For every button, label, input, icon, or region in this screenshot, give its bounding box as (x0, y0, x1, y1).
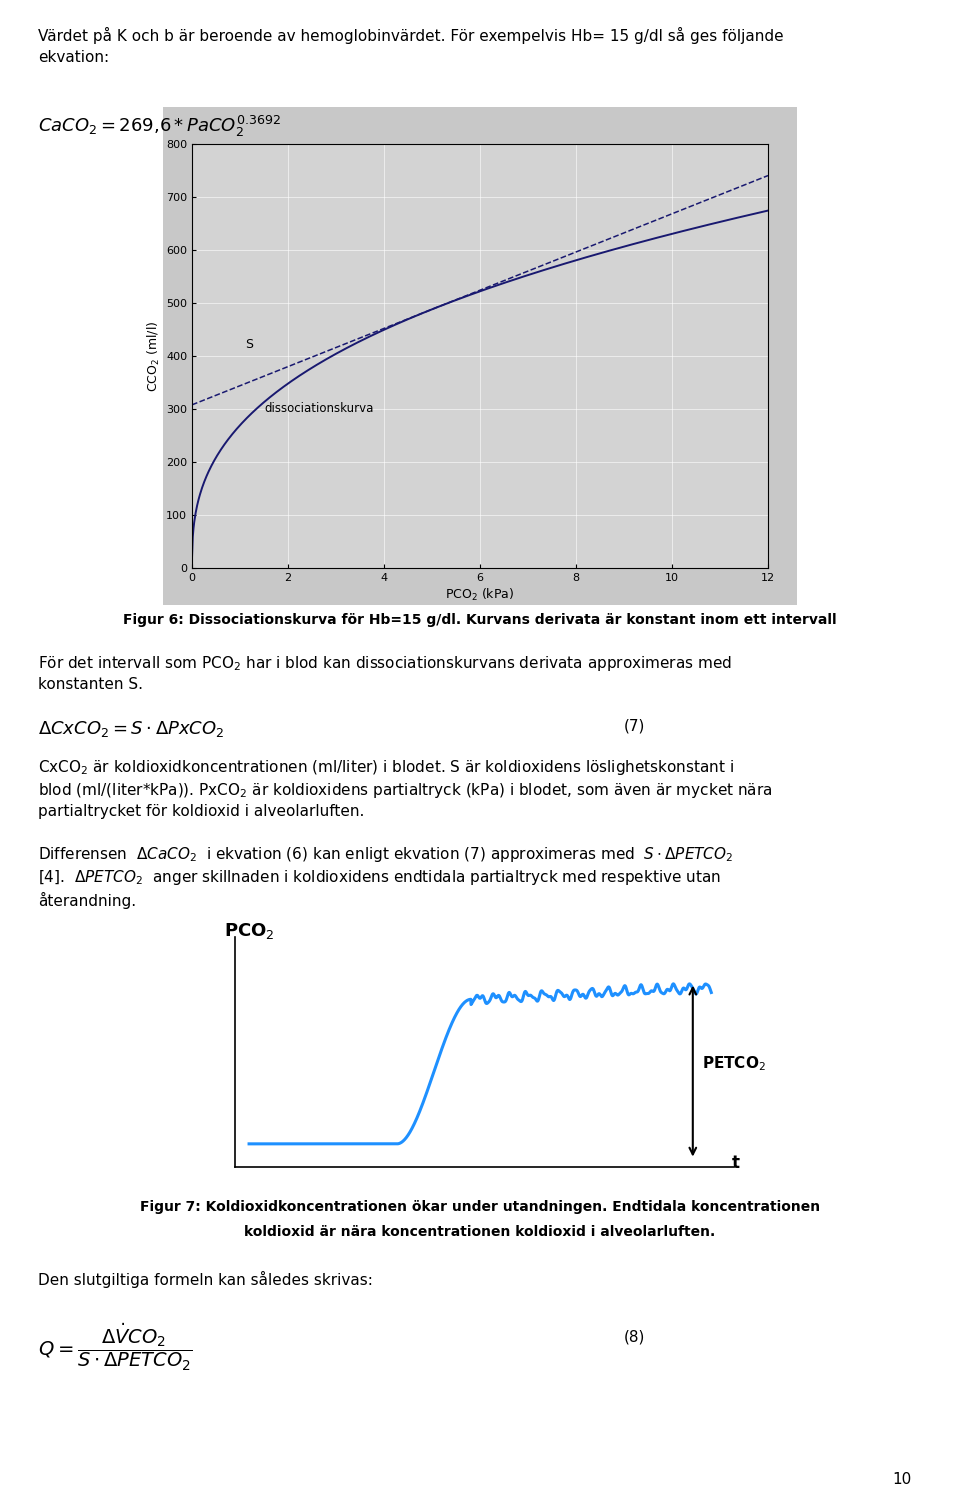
Text: blod (ml/(liter*kPa)). PxCO$_2$ är koldioxidens partialtryck (kPa) i blodet, som: blod (ml/(liter*kPa)). PxCO$_2$ är koldi… (38, 781, 773, 800)
Text: t: t (732, 1154, 740, 1172)
Text: partialtrycket för koldioxid i alveolarluften.: partialtrycket för koldioxid i alveolarl… (38, 804, 365, 819)
Text: koldioxid är nära koncentrationen koldioxid i alveolarluften.: koldioxid är nära koncentrationen koldio… (245, 1225, 715, 1239)
Text: Den slutgiltiga formeln kan således skrivas:: Den slutgiltiga formeln kan således skri… (38, 1271, 373, 1288)
Text: återandning.: återandning. (38, 892, 136, 909)
Text: (7): (7) (624, 718, 645, 733)
Text: dissociationskurva: dissociationskurva (264, 401, 373, 415)
Text: $\mathit{\Delta CxCO_2 = S \cdot \Delta PxCO_2}$: $\mathit{\Delta CxCO_2 = S \cdot \Delta … (38, 718, 225, 739)
Text: För det intervall som PCO$_2$ har i blod kan dissociationskurvans derivata appro: För det intervall som PCO$_2$ har i blod… (38, 654, 732, 674)
Text: konstanten S.: konstanten S. (38, 677, 143, 691)
Text: [4].  $\mathit{\Delta PETCO_2}$  anger skillnaden i koldioxidens endtidala parti: [4]. $\mathit{\Delta PETCO_2}$ anger ski… (38, 868, 721, 888)
Text: Värdet på K och b är beroende av hemoglobinvärdet. För exempelvis Hb= 15 g/dl så: Värdet på K och b är beroende av hemoglo… (38, 27, 784, 43)
Text: S: S (245, 338, 252, 351)
Text: Figur 6: Dissociationskurva för Hb=15 g/dl. Kurvans derivata är konstant inom et: Figur 6: Dissociationskurva för Hb=15 g/… (123, 613, 837, 626)
Text: Differensen  $\mathit{\Delta CaCO_2}$  i ekvation (6) kan enligt ekvation (7) ap: Differensen $\mathit{\Delta CaCO_2}$ i e… (38, 846, 733, 864)
Text: CxCO$_2$ är koldioxidkoncentrationen (ml/liter) i blodet. S är koldioxidens lösl: CxCO$_2$ är koldioxidkoncentrationen (ml… (38, 758, 734, 776)
Text: ekvation:: ekvation: (38, 49, 109, 65)
Text: 10: 10 (893, 1472, 912, 1487)
Text: $\mathit{CaCO_2 = 269{,}6 * PaCO_2^{0.3692}}$: $\mathit{CaCO_2 = 269{,}6 * PaCO_2^{0.36… (38, 114, 281, 140)
Text: (8): (8) (624, 1329, 645, 1344)
Text: Figur 7: Koldioxidkoncentrationen ökar under utandningen. Endtidala koncentratio: Figur 7: Koldioxidkoncentrationen ökar u… (140, 1200, 820, 1213)
X-axis label: PCO$_2$ (kPa): PCO$_2$ (kPa) (445, 587, 515, 604)
Y-axis label: CCO$_2$ (ml/l): CCO$_2$ (ml/l) (146, 321, 162, 391)
Text: PCO$_2$: PCO$_2$ (224, 920, 275, 941)
Text: $\mathit{Q = \dfrac{\Delta \dot{V}CO_2}{S \cdot \Delta PETCO_2}}$: $\mathit{Q = \dfrac{\Delta \dot{V}CO_2}{… (38, 1322, 193, 1374)
Text: PETCO$_2$: PETCO$_2$ (702, 1054, 766, 1072)
